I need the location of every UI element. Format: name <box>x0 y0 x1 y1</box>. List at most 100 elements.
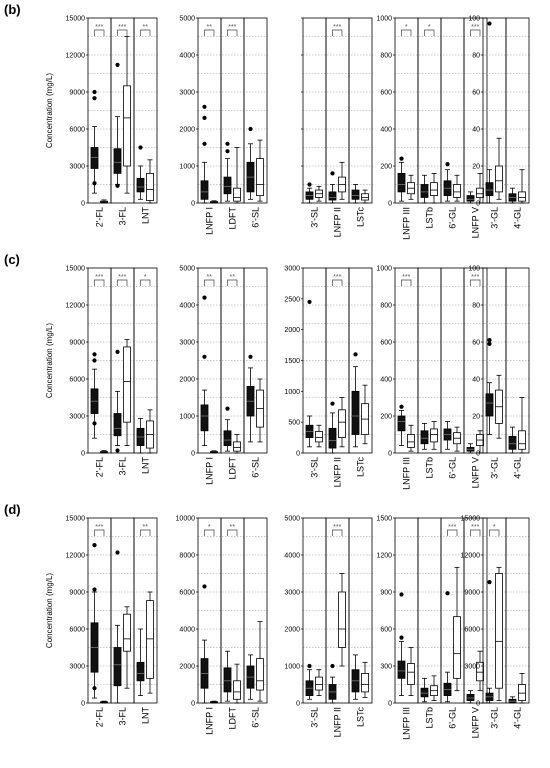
outlier-point <box>399 156 404 161</box>
outlier-point <box>115 349 120 354</box>
outlier-point <box>399 404 404 409</box>
y-tick-label: 10000 <box>176 516 196 523</box>
outlier-point <box>307 299 312 305</box>
y-tick-label: 3000 <box>69 664 85 671</box>
significance-bracket <box>447 529 458 536</box>
y-tick-label: 12000 <box>66 553 86 560</box>
group-frame <box>243 267 268 454</box>
significance-bracket <box>204 529 215 536</box>
box <box>397 415 406 432</box>
x-category-label: LNFP III <box>402 707 412 740</box>
y-tick-label: 100 <box>468 16 480 23</box>
y-tick-label: 4000 <box>179 627 195 634</box>
significance-label: *** <box>228 24 236 31</box>
y-tick-label: 15000 <box>66 266 86 273</box>
significance-label: *** <box>333 274 341 281</box>
y-tick-label: 8000 <box>179 553 195 560</box>
x-category-label: LNFP II <box>333 457 343 487</box>
y-tick-label: 1000 <box>376 266 392 273</box>
y-tick-label: 20 <box>472 414 480 421</box>
box <box>338 591 346 648</box>
box <box>485 393 494 417</box>
y-tick-label: 5000 <box>179 16 195 23</box>
box <box>113 148 122 174</box>
x-category-label: LNFP I <box>205 707 215 735</box>
y-tick-label: 15000 <box>66 516 86 523</box>
outlier-point <box>92 358 97 363</box>
y-tick-label: 2000 <box>179 377 195 384</box>
outlier-point <box>353 352 358 357</box>
subplot: 0 2000 4000 6000 8000 10000 * LNFP I ** LDFT 6'-SL <box>176 516 268 735</box>
outlier-point <box>115 550 120 555</box>
y-tick-label: 3000 <box>179 90 195 97</box>
outlier-point <box>92 181 97 186</box>
outlier-point <box>445 591 450 596</box>
box <box>123 85 131 167</box>
group-frame <box>133 17 158 204</box>
x-category-label: 2'-FL <box>95 207 105 227</box>
x-category-label: LSTc <box>356 457 366 478</box>
group-frame <box>505 517 530 704</box>
subplot: 0 20 40 60 80 100 3'-GL 4'-GL <box>468 266 530 479</box>
x-category-label: 6'-SL <box>251 207 261 228</box>
y-tick-label: 3000 <box>284 266 300 273</box>
y-tick-label: 60 <box>472 340 480 347</box>
significance-bracket <box>470 529 481 536</box>
subplot: 0 3000 6000 9000 12000 15000 *** 2'-FL 3-FL ** LNT <box>66 516 158 727</box>
box <box>351 189 360 200</box>
significance-label: * <box>405 24 408 31</box>
outlier-point <box>202 115 207 120</box>
y-tick-label: 0 <box>191 451 195 458</box>
outlier-point <box>138 145 143 150</box>
panel-d: (d)Concentration (mg/L)03000600090001200… <box>4 502 530 740</box>
y-tick-label: 2500 <box>284 296 300 303</box>
x-category-label: 6'-GL <box>448 457 458 479</box>
box <box>223 667 232 693</box>
significance-bracket <box>94 279 105 286</box>
significance-label: * <box>428 24 431 31</box>
box <box>233 680 241 700</box>
significance-label: *** <box>95 274 103 281</box>
y-tick-label: 2000 <box>284 327 300 334</box>
y-tick-label: 0 <box>296 701 300 708</box>
outlier-point <box>487 580 492 585</box>
outlier-point <box>330 401 335 406</box>
outlier-point <box>248 126 253 132</box>
box <box>361 673 369 693</box>
y-tick-label: 4000 <box>179 303 195 310</box>
y-tick-label: 5000 <box>284 516 300 523</box>
group-frame <box>505 267 530 454</box>
x-category-label: LSTb <box>425 207 435 229</box>
group-frame <box>243 17 268 204</box>
significance-label: * <box>208 524 211 531</box>
y-tick-label: 0 <box>81 201 85 208</box>
subplot: 0 3000 6000 9000 12000 15000 *** 2'-FL *** 3-FL * L… <box>66 266 158 477</box>
box <box>136 661 145 682</box>
y-tick-label: 0 <box>388 701 392 708</box>
x-category-label: 4'-GL <box>513 457 523 479</box>
box <box>397 172 406 193</box>
y-tick-label: 3000 <box>69 414 85 421</box>
box <box>338 409 346 438</box>
significance-label: ** <box>207 274 213 281</box>
outlier-point <box>115 183 120 188</box>
x-category-label: LSTb <box>425 707 435 729</box>
significance-label: *** <box>333 524 341 531</box>
significance-bracket <box>140 279 151 286</box>
x-category-label: LNFP II <box>333 207 343 237</box>
y-tick-label: 80 <box>472 303 480 310</box>
x-category-label: 6'-SL <box>251 457 261 478</box>
x-category-label: LNFP I <box>205 207 215 235</box>
significance-bracket <box>332 279 343 286</box>
x-category-label: LNFP V <box>471 707 481 738</box>
outlier-point <box>92 587 97 592</box>
significance-bracket <box>470 279 481 286</box>
box <box>420 687 429 698</box>
y-tick-label: 300 <box>380 664 392 671</box>
significance-label: * <box>144 274 147 281</box>
box <box>361 193 369 201</box>
significance-label: *** <box>471 274 479 281</box>
outlier-point <box>487 341 492 346</box>
